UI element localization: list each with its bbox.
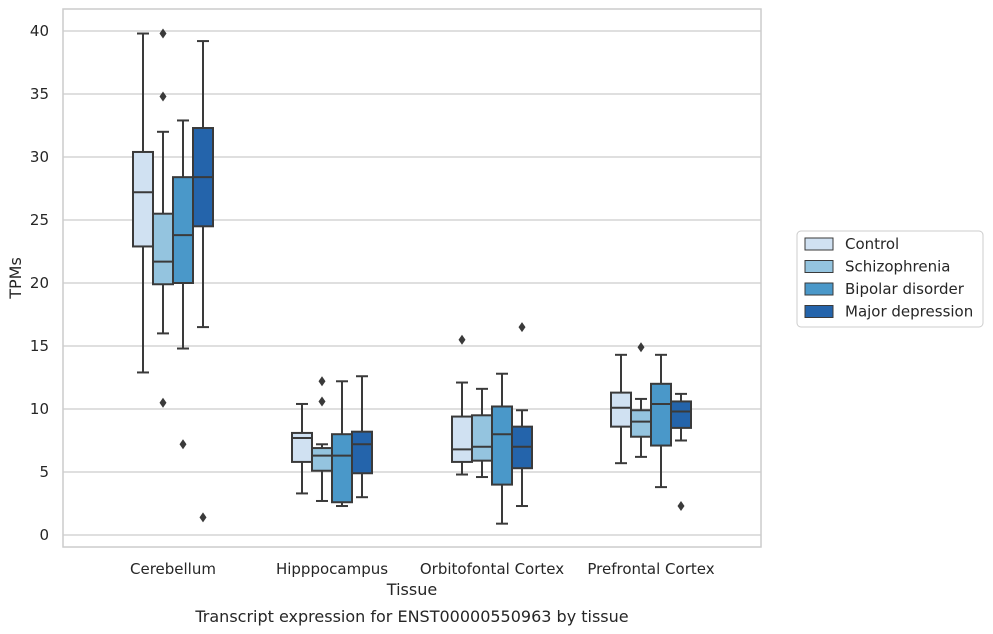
iqr-box <box>630 409 652 438</box>
box-schizophrenia <box>471 387 493 479</box>
outlier-point <box>677 501 685 512</box>
outlier-point <box>318 396 326 407</box>
outlier-point <box>518 322 526 333</box>
legend-label: Bipolar disorder <box>845 280 965 298</box>
legend: Control Schizophrenia Bipolar disorder Majo… <box>796 230 984 328</box>
iqr-box <box>491 405 513 486</box>
box-control <box>610 353 632 465</box>
outlier-point <box>458 334 466 345</box>
iqr-box <box>471 414 493 462</box>
x-tick-label: Cerebellum <box>130 560 216 578</box>
legend-label: Major depression <box>845 303 973 321</box>
iqr-box <box>331 433 353 504</box>
outlier-point <box>159 91 167 102</box>
box-major-depression <box>351 375 373 499</box>
boxes <box>132 28 692 525</box>
y-tick-label: 20 <box>30 274 49 292</box>
x-axis-title: Tissue <box>386 580 437 599</box>
y-axis-title: TPMs <box>6 257 25 300</box>
outlier-point <box>179 439 187 450</box>
legend-label: Control <box>845 235 899 253</box>
box-bipolar-disorder <box>331 380 353 508</box>
y-tick-labels: 0 5 10 15 20 25 30 35 40 <box>30 22 49 544</box>
outlier-point <box>159 397 167 408</box>
legend-label: Schizophrenia <box>845 258 950 276</box>
chart-caption: Transcript expression for ENST0000055096… <box>194 607 628 626</box>
box-control <box>451 334 473 476</box>
iqr-box <box>311 447 333 472</box>
plot-frame <box>62 8 762 548</box>
box-bipolar-disorder <box>491 372 513 525</box>
y-tick-label: 30 <box>30 148 49 166</box>
iqr-box <box>451 415 473 463</box>
iqr-box <box>132 150 154 248</box>
legend-swatch <box>804 282 834 296</box>
x-tick-labels: Cerebellum Hipppocampus Orbitofontal Corte… <box>130 560 715 578</box>
y-tick-label: 10 <box>30 400 49 418</box>
outlier-point <box>318 376 326 387</box>
iqr-box <box>670 400 692 429</box>
y-tick-label: 35 <box>30 85 49 103</box>
legend-swatch <box>804 237 834 251</box>
box-major-depression <box>192 40 214 523</box>
iqr-box <box>172 176 194 284</box>
iqr-box <box>610 391 632 428</box>
iqr-box <box>650 382 672 447</box>
box-schizophrenia <box>152 28 174 408</box>
legend-swatch <box>804 305 834 318</box>
outlier-point <box>199 512 207 523</box>
y-tick-label: 15 <box>30 337 49 355</box>
legend-swatch <box>804 260 834 273</box>
legend-frame <box>796 230 984 328</box>
y-tick-label: 0 <box>39 526 49 544</box>
box-major-depression <box>511 322 533 508</box>
y-tick-label: 5 <box>39 463 49 481</box>
x-tick-label: Prefrontal Cortex <box>587 560 714 578</box>
outlier-point <box>159 28 167 39</box>
outlier-point <box>637 342 645 353</box>
x-tick-label: Hipppocampus <box>276 560 388 578</box>
box-control <box>132 32 154 374</box>
x-tick-label: Orbitofontal Cortex <box>420 560 564 578</box>
box-bipolar-disorder <box>172 119 194 450</box>
iqr-box <box>351 430 373 475</box>
y-tick-label: 40 <box>30 22 49 40</box>
y-tick-label: 25 <box>30 211 49 229</box>
grid-lines <box>63 30 761 536</box>
box-major-depression <box>670 392 692 512</box>
iqr-box <box>152 212 174 286</box>
